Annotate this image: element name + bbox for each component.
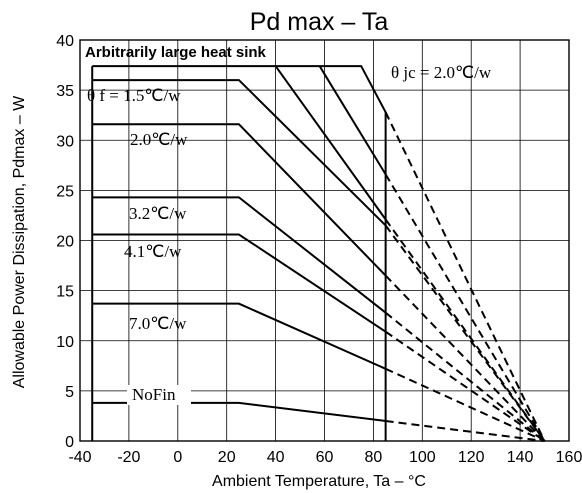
x-tick-label: 60 <box>316 449 334 466</box>
y-tick-label: 35 <box>56 83 74 100</box>
x-tick-label: 160 <box>556 449 582 466</box>
dashed-line-6 <box>385 330 546 442</box>
y-tick-label: 10 <box>56 334 74 351</box>
plot-area-border <box>79 39 570 442</box>
dashed-line-3 <box>384 224 546 442</box>
x-tick-label: -20 <box>117 449 140 466</box>
x-tick-label: 0 <box>173 449 182 466</box>
chart-title: Pd max – Ta <box>250 8 389 36</box>
diagonal-line-0 <box>274 65 387 221</box>
series-line-fin_20 <box>92 123 387 277</box>
x-tick-label: 20 <box>218 449 236 466</box>
x-tick-label: 120 <box>458 449 485 466</box>
no-fin-label: NoFin <box>132 385 176 404</box>
x-tick-labels: -40 -20 0 20 40 60 80 100 120 140 160 <box>68 449 582 466</box>
series-line-no_fin <box>92 401 386 422</box>
y-tick-label: 25 <box>56 183 74 200</box>
dashed-line-0 <box>384 111 546 442</box>
y-tick-label: 15 <box>56 284 74 301</box>
series-line-theta_f <box>92 79 387 227</box>
theta-f-15-label: θ f = 1.5℃/w <box>87 86 181 105</box>
y-tick-label: 0 <box>65 434 74 451</box>
y-tick-labels: 0 5 10 15 20 25 30 35 40 <box>56 33 74 451</box>
x-tick-label: 40 <box>267 449 285 466</box>
dashed-line-8 <box>385 419 545 442</box>
theta-jc-label: θ jc = 2.0℃/w <box>391 63 492 82</box>
no-fin-label-background <box>127 385 191 405</box>
dashed-extrapolations <box>384 111 546 442</box>
x-tick-label: 140 <box>507 449 534 466</box>
heat-sink-label: Arbitrarily large heat sink <box>85 44 267 61</box>
derating-lines <box>91 65 387 441</box>
y-tick-label: 30 <box>56 133 74 150</box>
series-line-fin_70 <box>92 302 387 370</box>
x-tick-label: 100 <box>409 449 436 466</box>
diagonal-line-1 <box>318 65 387 175</box>
fin-3-2-label: 3.2℃/w <box>129 204 187 223</box>
dashed-line-4 <box>384 274 546 442</box>
fin-7-0-label: 7.0℃/w <box>129 314 187 333</box>
dashed-line-1 <box>384 173 546 442</box>
series-line-heat_sink <box>92 65 387 113</box>
fin-4-1-label: 4.1℃/w <box>124 242 182 261</box>
x-axis-label: Ambient Temperature, Ta – °C <box>212 473 426 490</box>
series-line-fin_41 <box>92 233 387 333</box>
x-tick-label: -40 <box>68 449 91 466</box>
y-tick-label: 40 <box>56 33 74 50</box>
fin-2-0-label: 2.0℃/w <box>130 130 188 149</box>
y-tick-label: 5 <box>65 384 74 401</box>
series-line-fin_32 <box>92 196 387 314</box>
dashed-line-7 <box>385 367 545 442</box>
x-tick-label: 80 <box>365 449 383 466</box>
y-tick-label: 20 <box>56 234 74 251</box>
annotations: Arbitrarily large heat sink θ jc = 2.0℃/… <box>85 44 492 405</box>
dashed-line-5 <box>384 311 546 442</box>
y-axis-label: Allowable Power Dissipation, Pdmax – W <box>11 95 28 388</box>
